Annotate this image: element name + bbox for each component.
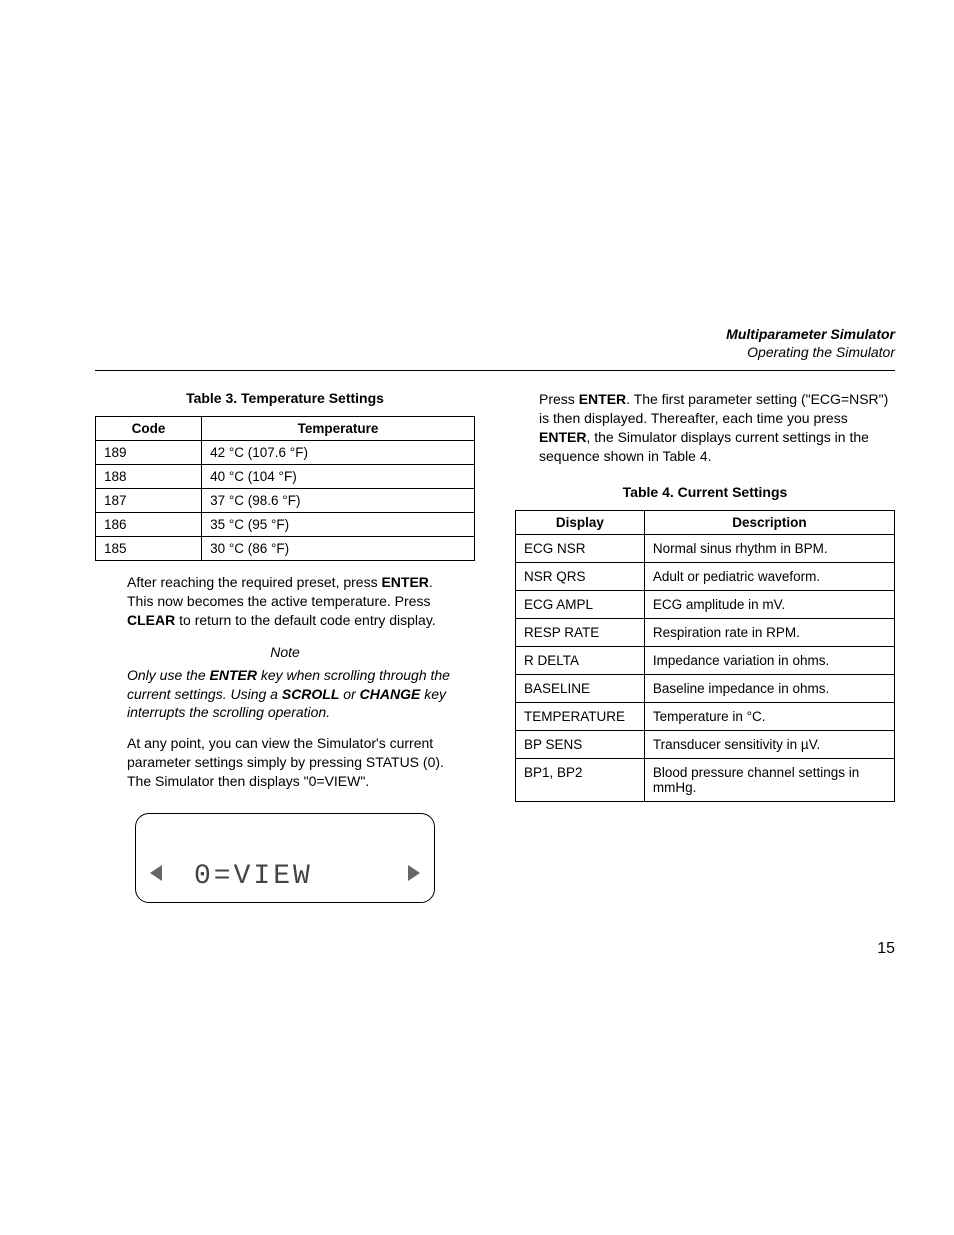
table-header-row: Display Description [516,510,895,534]
table-row: TEMPERATURETemperature in °C. [516,702,895,730]
chevron-left-icon [150,862,162,886]
table-row: 18530 °C (86 °F) [96,537,475,561]
page-header: Multiparameter Simulator Operating the S… [726,325,895,361]
cell: Blood pressure channel settings in mmHg. [644,758,894,801]
cell: TEMPERATURE [516,702,645,730]
table-header-row: Code Temperature [96,417,475,441]
cell: NSR QRS [516,562,645,590]
text: or [339,686,359,702]
cell: 186 [96,513,202,537]
header-rule [95,370,895,371]
page-number: 15 [877,940,895,958]
table4-col-display: Display [516,510,645,534]
table4-caption: Table 4. Current Settings [515,484,895,500]
cell: BP SENS [516,730,645,758]
lcd-text: 0=VIEW [194,861,313,892]
text: to return to the default code entry disp… [175,612,435,628]
cell: ECG NSR [516,534,645,562]
cell: ECG amplitude in mV. [644,590,894,618]
note-body: Only use the ENTER key when scrolling th… [95,666,475,723]
cell: 189 [96,441,202,465]
cell: 40 °C (104 °F) [202,465,475,489]
table-row: BASELINEBaseline impedance in ohms. [516,674,895,702]
table4-col-desc: Description [644,510,894,534]
table4-wrap: Table 4. Current Settings Display Descri… [515,484,895,802]
text: , the Simulator displays current setting… [539,429,869,464]
table-row: RESP RATERespiration rate in RPM. [516,618,895,646]
table-row: 18942 °C (107.6 °F) [96,441,475,465]
key-scroll: SCROLL [282,686,340,702]
table-row: 18840 °C (104 °F) [96,465,475,489]
table3-col-temp: Temperature [202,417,475,441]
cell: ECG AMPL [516,590,645,618]
paragraph: Press ENTER. The first parameter setting… [515,390,895,466]
paragraph: After reaching the required preset, pres… [95,573,475,630]
cell: 185 [96,537,202,561]
left-column: Table 3. Temperature Settings Code Tempe… [95,390,475,903]
cell: Transducer sensitivity in µV. [644,730,894,758]
text: Press [539,391,579,407]
key-enter: ENTER [579,391,626,407]
table-row: 18737 °C (98.6 °F) [96,489,475,513]
text: After reaching the required preset, pres… [127,574,381,590]
cell: 35 °C (95 °F) [202,513,475,537]
header-subtitle: Operating the Simulator [726,343,895,361]
cell: 188 [96,465,202,489]
chevron-right-icon [408,862,420,886]
cell: 187 [96,489,202,513]
cell: BASELINE [516,674,645,702]
table-row: NSR QRSAdult or pediatric waveform. [516,562,895,590]
table3-caption: Table 3. Temperature Settings [95,390,475,406]
cell: Adult or pediatric waveform. [644,562,894,590]
cell: 37 °C (98.6 °F) [202,489,475,513]
key-clear: CLEAR [127,612,175,628]
cell: Impedance variation in ohms. [644,646,894,674]
note-label: Note [95,644,475,660]
lcd-display: 0=VIEW [135,813,435,903]
header-title: Multiparameter Simulator [726,325,895,343]
cell: Respiration rate in RPM. [644,618,894,646]
table3: Code Temperature 18942 °C (107.6 °F) 188… [95,416,475,561]
key-enter: ENTER [539,429,586,445]
paragraph: At any point, you can view the Simulator… [95,734,475,791]
key-enter: ENTER [381,574,428,590]
right-column: Press ENTER. The first parameter setting… [515,390,895,802]
table3-col-code: Code [96,417,202,441]
table-row: ECG AMPLECG amplitude in mV. [516,590,895,618]
key-change: CHANGE [360,686,421,702]
table-row: BP1, BP2Blood pressure channel settings … [516,758,895,801]
cell: Baseline impedance in ohms. [644,674,894,702]
cell: 30 °C (86 °F) [202,537,475,561]
table-row: R DELTAImpedance variation in ohms. [516,646,895,674]
table-row: BP SENSTransducer sensitivity in µV. [516,730,895,758]
cell: Temperature in °C. [644,702,894,730]
cell: BP1, BP2 [516,758,645,801]
cell: RESP RATE [516,618,645,646]
cell: R DELTA [516,646,645,674]
text: Only use the [127,667,210,683]
table4: Display Description ECG NSRNormal sinus … [515,510,895,802]
cell: Normal sinus rhythm in BPM. [644,534,894,562]
cell: 42 °C (107.6 °F) [202,441,475,465]
key-enter: ENTER [210,667,257,683]
table-row: ECG NSRNormal sinus rhythm in BPM. [516,534,895,562]
table-row: 18635 °C (95 °F) [96,513,475,537]
